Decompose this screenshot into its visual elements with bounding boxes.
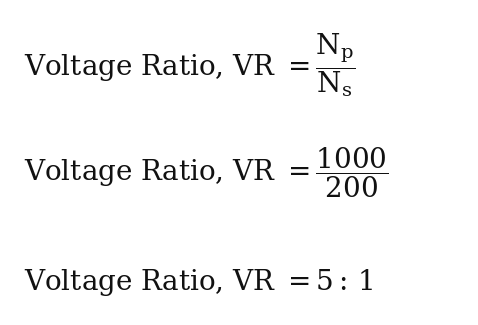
Text: Voltage Ratio, VR $= \dfrac{\mathrm{N_p}}{\mathrm{N_s}}$: Voltage Ratio, VR $= \dfrac{\mathrm{N_p}… (24, 31, 356, 99)
Text: Voltage Ratio, VR $= 5{:}\,1$: Voltage Ratio, VR $= 5{:}\,1$ (24, 267, 373, 298)
Text: Voltage Ratio, VR $= \dfrac{1000}{200}$: Voltage Ratio, VR $= \dfrac{1000}{200}$ (24, 145, 389, 200)
